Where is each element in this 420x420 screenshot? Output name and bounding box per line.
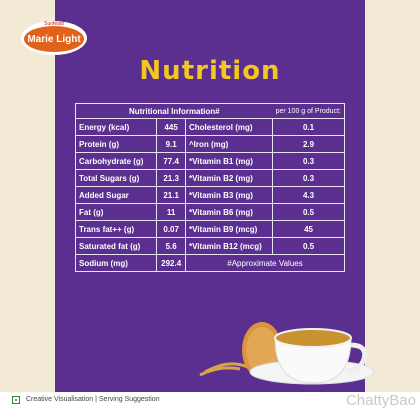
nutrient-label: Sodium (mg) — [74, 254, 158, 272]
watermark: ChattyBao — [345, 392, 416, 409]
table-row: Energy (kcal) 445 Cholesterol (mg) 0.1 — [74, 118, 345, 136]
table-row: Trans fat++ (g) 0.07 *Vitamin B9 (mcg) 45 — [74, 220, 345, 238]
logo: Sunfeast Marie Light — [21, 21, 87, 55]
logo-maker: Sunfeast — [44, 21, 64, 27]
nutrient-label: #Approximate Values — [185, 254, 345, 272]
table-row: Saturated fat (g) 5.6 *Vitamin B12 (mcg) 0.… — [74, 237, 345, 255]
wheat — [199, 362, 251, 377]
cup-handle — [345, 342, 368, 374]
logo-oval — [24, 26, 84, 52]
cup — [274, 337, 352, 384]
tea — [274, 328, 352, 348]
logo-name: Marie Light — [27, 34, 81, 45]
bottom-strip — [0, 392, 420, 420]
table-row: Sodium (mg) 292.4 #Approximate Values — [74, 254, 345, 272]
veg-mark — [12, 396, 20, 404]
biscuit — [246, 327, 278, 373]
footer-note: Creative Visualisation | Serving Suggest… — [26, 396, 160, 403]
nutrition-table: Nutritional Information# per 100 g of Pro… — [74, 103, 345, 272]
title: Nutrition — [139, 56, 281, 86]
